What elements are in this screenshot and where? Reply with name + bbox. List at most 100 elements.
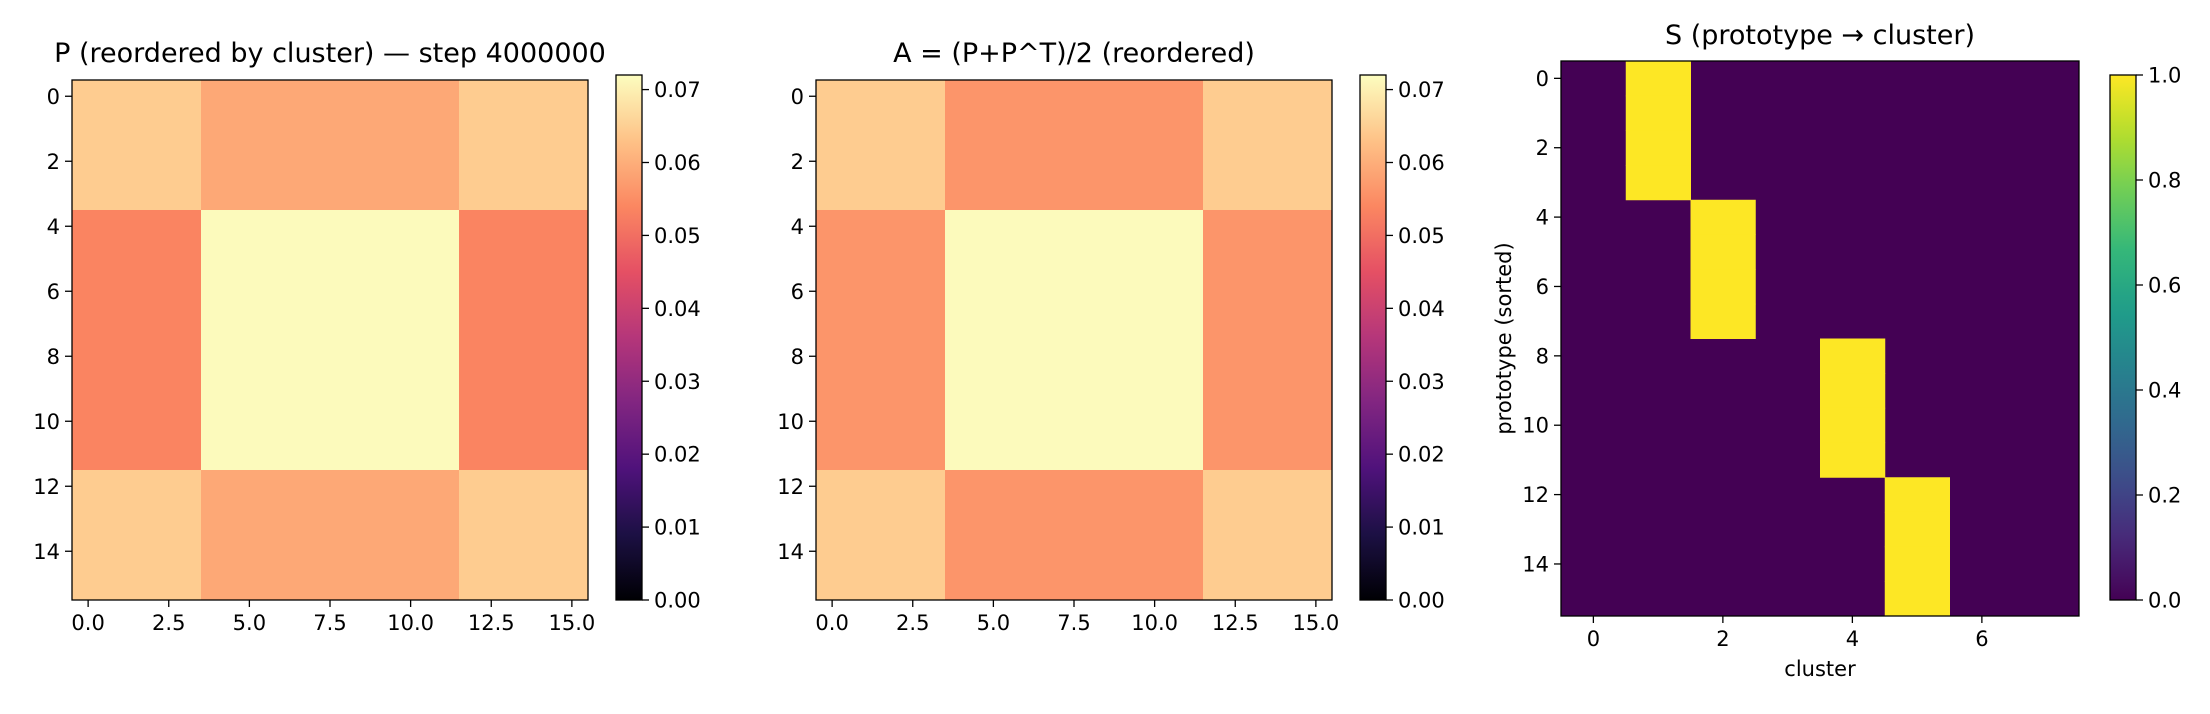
- heatmap-cell-active: [1820, 338, 1886, 374]
- y-tick-label: 14: [777, 540, 804, 564]
- heatmap-cell-active: [1884, 546, 1950, 582]
- x-tick-label: 0.0: [71, 611, 104, 635]
- y-tick-label: 14: [33, 540, 60, 564]
- colorbar-frame: [1359, 74, 1387, 601]
- heatmap-cell-active: [1625, 165, 1691, 201]
- y-tick-label: 8: [791, 345, 804, 369]
- heatmap-cell-active: [1820, 442, 1886, 478]
- x-tick-label: 7.5: [313, 611, 346, 635]
- colorbar-tick-label: 0.06: [1398, 151, 1445, 175]
- heatmap-cell-active: [1690, 303, 1756, 339]
- heatmap-block: [945, 80, 1204, 211]
- colorbar-tick-label: 0.06: [654, 151, 701, 175]
- y-tick-label: 6: [47, 280, 60, 304]
- axes-frame: [1560, 60, 2080, 617]
- y-axis-label: prototype (sorted): [1492, 242, 1516, 434]
- colorbar-tick-label: 0.03: [654, 370, 701, 394]
- x-tick-label: 15.0: [548, 611, 595, 635]
- x-tick-label: 5.0: [233, 611, 266, 635]
- heatmap-cell-active: [1884, 511, 1950, 548]
- colorbar: 0.00 0.01 0.02 0.03 0.04 0.05 0.06 0.07: [1359, 74, 1445, 613]
- y-tick-label: 0: [1536, 67, 1549, 91]
- colorbar-tick-label: 0.00: [1398, 589, 1445, 613]
- heatmap-cell-active: [1820, 407, 1886, 444]
- colorbar-gradient: [2110, 75, 2136, 600]
- y-tick-label: 4: [47, 215, 60, 239]
- chart-panel-2: 0.0 2.5 5.0 7.5 10.0 12.5 15.0 0 2 4 6 8 10 12 14 A = (…: [777, 38, 1445, 635]
- x-tick-label: 0: [1587, 627, 1600, 651]
- x-tick-label: 12.5: [468, 611, 515, 635]
- colorbar-tick-label: 0.6: [2148, 274, 2181, 298]
- heatmap-block: [1203, 80, 1333, 211]
- chart-title: A = (P+P^T)/2 (reordered): [893, 38, 1255, 69]
- y-tick-label: 4: [1536, 206, 1549, 230]
- x-tick-label: 2: [1716, 627, 1729, 651]
- heatmap-cells: [1561, 61, 2079, 617]
- x-tick-label: 10.0: [387, 611, 434, 635]
- y-tick-label: 8: [47, 345, 60, 369]
- heatmap-block: [459, 80, 589, 211]
- x-tick-label: 15.0: [1292, 611, 1339, 635]
- colorbar-tick-label: 0.02: [654, 443, 701, 467]
- heatmap-block: [1203, 210, 1333, 471]
- heatmap-cell-active: [1625, 61, 1691, 97]
- heatmap-cell-active: [1820, 373, 1886, 409]
- colorbar-gradient: [1360, 75, 1386, 600]
- colorbar-tick-label: 0.00: [654, 589, 701, 613]
- colorbar-tick-label: 1.0: [2148, 64, 2181, 88]
- heatmap-block: [72, 210, 202, 471]
- colorbar: 0.0 0.2 0.4 0.6 0.8 1.0: [2109, 64, 2181, 613]
- heatmap-cell-active: [1690, 234, 1756, 270]
- chart-title: S (prototype → cluster): [1665, 20, 1975, 51]
- heatmap-block: [201, 80, 460, 211]
- y-tick-label: 2: [47, 150, 60, 174]
- heatmap-cell-active: [1690, 269, 1756, 305]
- colorbar-gradient: [616, 75, 642, 600]
- colorbar-frame: [2109, 74, 2137, 601]
- y-tick-label: 6: [791, 280, 804, 304]
- heatmap-block: [459, 210, 589, 471]
- colorbar-tick-label: 0.01: [654, 516, 701, 540]
- y-tick-label: 2: [1536, 136, 1549, 160]
- colorbar-tick-label: 0.2: [2148, 484, 2181, 508]
- colorbar-tick-label: 0.0: [2148, 589, 2181, 613]
- x-tick-label: 12.5: [1212, 611, 1259, 635]
- x-tick-label: 10.0: [1131, 611, 1178, 635]
- heatmap-block: [945, 470, 1204, 601]
- colorbar-frame: [615, 74, 643, 601]
- heatmap-block: [1203, 470, 1333, 601]
- heatmap-block: [201, 210, 460, 471]
- y-tick-label: 0: [47, 85, 60, 109]
- chart-panel-1: 0.0 2.5 5.0 7.5 10.0 12.5 15.0 0 2 4 6 8 10 12 14 P (re…: [33, 38, 701, 635]
- x-tick-label: 2.5: [152, 611, 185, 635]
- x-tick-label: 6: [1975, 627, 1988, 651]
- heatmap-block: [816, 80, 946, 211]
- y-tick-label: 12: [777, 475, 804, 499]
- y-tick-label: 0: [791, 85, 804, 109]
- x-tick-label: 5.0: [977, 611, 1010, 635]
- chart-panel-3: 0 2 4 6 0 2 4 6 8 10 12 14 S (prototype → cluster) cl…: [1492, 20, 2181, 681]
- x-tick-label: 7.5: [1057, 611, 1090, 635]
- heatmap-cells: [72, 80, 589, 601]
- colorbar-tick-label: 0.4: [2148, 379, 2181, 403]
- y-tick-label: 12: [33, 475, 60, 499]
- y-tick-label: 4: [791, 215, 804, 239]
- heatmap-cells: [816, 80, 1333, 601]
- x-tick-label: 2.5: [896, 611, 929, 635]
- y-tick-label: 10: [1522, 414, 1549, 438]
- colorbar-tick-label: 0.01: [1398, 516, 1445, 540]
- x-axis-label: cluster: [1784, 657, 1856, 681]
- colorbar: 0.00 0.01 0.02 0.03 0.04 0.05 0.06 0.07: [615, 74, 701, 613]
- heatmap-block: [816, 470, 946, 601]
- y-tick-label: 14: [1522, 552, 1549, 576]
- heatmap-block: [72, 470, 202, 601]
- heatmap-cell-active: [1884, 581, 1950, 617]
- y-tick-label: 10: [777, 410, 804, 434]
- y-tick-label: 10: [33, 410, 60, 434]
- heatmap-block: [816, 210, 946, 471]
- chart-title: P (reordered by cluster) — step 4000000: [54, 38, 606, 69]
- x-tick-label: 4: [1846, 627, 1859, 651]
- colorbar-tick-label: 0.05: [654, 224, 701, 248]
- y-tick-label: 2: [791, 150, 804, 174]
